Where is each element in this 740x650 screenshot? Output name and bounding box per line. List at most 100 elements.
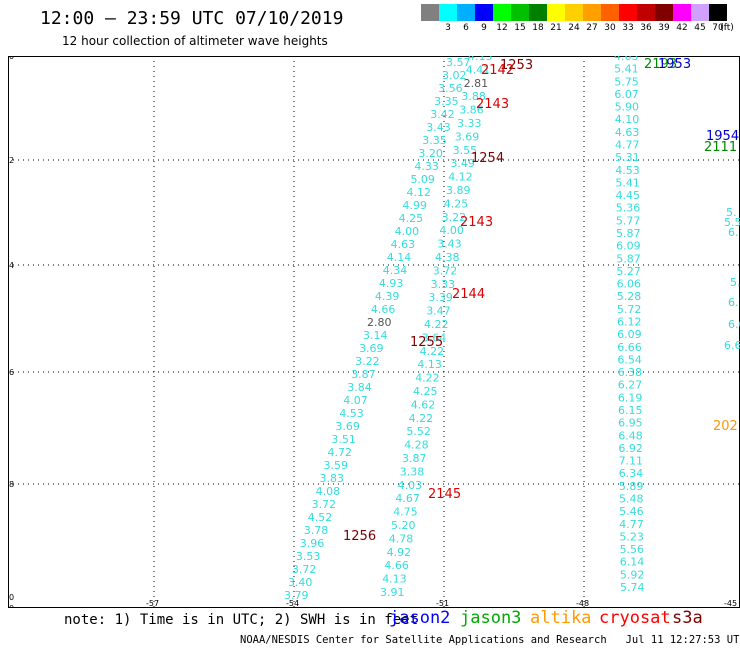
swh-value: 5.72 bbox=[617, 303, 642, 316]
swh-value: 3.40 bbox=[288, 576, 313, 589]
swh-value: 4.33 bbox=[414, 160, 439, 173]
swh-value: 4.28 bbox=[404, 439, 429, 452]
credit-line: NOAA/NESDIS Center for Satellite Applica… bbox=[240, 634, 740, 646]
legend-swatch bbox=[637, 4, 655, 21]
swh-value: 5.23 bbox=[619, 530, 644, 543]
swh-value: 5.48 bbox=[619, 493, 644, 506]
swh-value: 4.99 bbox=[403, 199, 428, 212]
legend-label: 6 bbox=[463, 23, 469, 33]
swh-value: 4.25 bbox=[444, 197, 469, 210]
pass-number-label: 2143 bbox=[476, 97, 509, 112]
swh-value: 6.54 bbox=[617, 353, 642, 366]
legend-swatch bbox=[601, 4, 619, 21]
swh-value: 4.08 bbox=[316, 485, 341, 498]
legend-label: 12 bbox=[496, 23, 508, 33]
legend-swatch bbox=[619, 4, 637, 21]
swh-value: 6.34 bbox=[619, 467, 644, 480]
swh-value: 4.22 bbox=[409, 412, 434, 425]
pass-number-label: 2111 bbox=[704, 140, 737, 155]
swh-value: 6.19 bbox=[618, 391, 643, 404]
swh-value: 4.00 bbox=[395, 225, 420, 238]
pass-number-label: 1256 bbox=[343, 529, 376, 544]
longitude-label: -48 bbox=[576, 599, 589, 608]
satellite-altika: altika bbox=[530, 608, 592, 628]
swh-value: 4.25 bbox=[399, 212, 424, 225]
swh-value: 6.48 bbox=[618, 429, 643, 442]
swh-value: 4.03 bbox=[398, 479, 423, 492]
legend-label: 45 bbox=[694, 23, 706, 33]
swh-value: 5. bbox=[726, 206, 737, 219]
swh-value: 4.22 bbox=[415, 372, 440, 385]
swh-value: 6.07 bbox=[614, 88, 639, 101]
swh-value: 3.64 bbox=[422, 331, 447, 344]
swh-value: 3.33 bbox=[431, 278, 456, 291]
swh-value: 4.39 bbox=[375, 290, 400, 303]
swh-value: 5.5 bbox=[724, 216, 740, 229]
swh-value: 5.87 bbox=[616, 252, 641, 265]
legend-swatch bbox=[421, 4, 439, 21]
swh-value: 4.14 bbox=[387, 251, 412, 264]
swh-value: 5.41 bbox=[614, 63, 639, 76]
swh-value: 4.13 bbox=[417, 358, 442, 371]
swh-value: 4.63 bbox=[614, 56, 639, 63]
swh-value: 4.72 bbox=[327, 446, 352, 459]
legend-swatch bbox=[655, 4, 673, 21]
swh-value: 3.53 bbox=[296, 550, 321, 563]
longitude-label: -45 bbox=[724, 599, 737, 608]
swh-value: 4.22 bbox=[420, 345, 445, 358]
swh-value: 4.77 bbox=[615, 139, 640, 152]
swh-value: 2.80 bbox=[367, 316, 392, 329]
swh-value: 6.27 bbox=[618, 379, 643, 392]
swh-value: 6.12 bbox=[617, 316, 642, 329]
latitude-label: -44 bbox=[8, 261, 14, 270]
swh-value: 5.90 bbox=[615, 101, 640, 114]
swh-value: 3.69 bbox=[359, 342, 384, 355]
swh-value: 6.66 bbox=[617, 341, 642, 354]
swh-value: 6.09 bbox=[617, 328, 642, 341]
swh-value: 3.55 bbox=[453, 144, 478, 157]
swh-value: 3.35 bbox=[422, 134, 447, 147]
legend-unit: (ft) bbox=[720, 23, 734, 33]
swh-value: 6.06 bbox=[617, 278, 642, 291]
swh-value: 6.1 bbox=[728, 296, 740, 309]
legend-swatch bbox=[529, 4, 547, 21]
longitude-label: -54 bbox=[286, 599, 299, 608]
swh-value: 6.95 bbox=[618, 417, 643, 430]
swh-value: 5.56 bbox=[620, 543, 645, 556]
latitude-label: -60 bbox=[8, 604, 14, 608]
swh-value: 5.89 bbox=[619, 480, 644, 493]
swh-value: 4.12 bbox=[448, 171, 473, 184]
legend-label: 70 bbox=[712, 23, 724, 33]
swh-value: 4.77 bbox=[619, 518, 644, 531]
pass-number-label: 1254 bbox=[471, 151, 504, 166]
swh-value: 3.57 bbox=[446, 56, 471, 69]
swh-value: 3.42 bbox=[430, 108, 455, 121]
legend-label: 33 bbox=[622, 23, 634, 33]
swh-value: 3.56 bbox=[438, 82, 463, 95]
swh-value: 2.81 bbox=[464, 77, 489, 90]
swh-value: 3.33 bbox=[457, 117, 482, 130]
swh-value: 5.6 bbox=[730, 276, 740, 289]
swh-value: 3.96 bbox=[300, 537, 325, 550]
swh-value: 5.36 bbox=[616, 202, 641, 215]
legend-swatch bbox=[493, 4, 511, 21]
satellite-jason2: jason2 bbox=[389, 608, 451, 628]
satellite-jason3: jason3 bbox=[460, 608, 522, 628]
swh-value: 3.20 bbox=[418, 147, 443, 160]
swh-value: 4.25 bbox=[413, 385, 438, 398]
swh-value: 3.02 bbox=[442, 69, 467, 82]
swh-value: 4.22 bbox=[424, 318, 449, 331]
swh-value: 3.87 bbox=[351, 368, 376, 381]
swh-value: 5.75 bbox=[614, 75, 639, 88]
legend-label: 27 bbox=[586, 23, 598, 33]
latitude-label: -50 bbox=[8, 593, 14, 602]
pass-number-label: 2145 bbox=[428, 487, 461, 502]
pass-number-label: 1954 bbox=[706, 129, 739, 144]
swh-value: 6.0 bbox=[728, 318, 740, 331]
swh-value: 4.63 bbox=[391, 238, 416, 251]
swh-value: 4.53 bbox=[615, 164, 640, 177]
swh-value: 4.62 bbox=[411, 398, 436, 411]
swh-value: 4.78 bbox=[389, 532, 414, 545]
swh-value: 5.41 bbox=[615, 176, 640, 189]
swh-value: 3.87 bbox=[402, 452, 427, 465]
